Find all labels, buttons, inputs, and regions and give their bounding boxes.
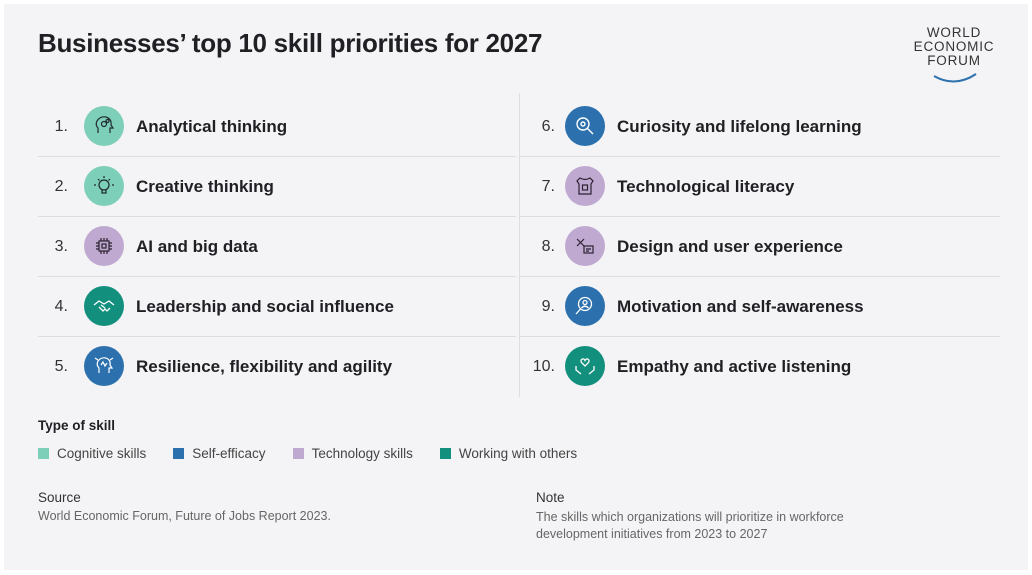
legend-label: Cognitive skills (57, 446, 147, 461)
skill-rank: 1. (54, 118, 68, 135)
skill-label: Creative thinking (136, 177, 274, 196)
skill-rank: 8. (541, 238, 555, 255)
skill-label: Empathy and active listening (617, 357, 852, 376)
logo-arc-icon (933, 73, 977, 83)
legend-label: Technology skills (311, 446, 413, 461)
chip-icon (84, 226, 124, 266)
note-title: Note (536, 490, 565, 505)
handshake-icon (84, 286, 124, 326)
skill-rank: 5. (54, 358, 68, 375)
legend-swatch (38, 448, 49, 459)
head-gears-icon (84, 106, 124, 146)
skills-list-right: 6. Curiosity and lifelong learning 7. Te… (520, 97, 1000, 397)
heart-hands-icon (565, 346, 605, 386)
skill-row: 6. Curiosity and lifelong learning (520, 97, 1000, 157)
skill-label: Motivation and self-awareness (617, 297, 864, 316)
infographic-card: Businesses’ top 10 skill priorities for … (4, 4, 1028, 570)
skill-label: Curiosity and lifelong learning (617, 117, 862, 136)
lightbulb-icon (84, 166, 124, 206)
skill-row: 3. AI and big data (38, 217, 516, 277)
legend-item-working-with-others: Working with others (439, 446, 578, 461)
wef-logo: WORLD ECONOMIC FORUM (902, 26, 1006, 86)
skill-rank: 10. (532, 358, 555, 375)
legend: Cognitive skills Self-efficacy Technolog… (38, 446, 604, 461)
legend-swatch (173, 448, 185, 459)
legend-label: Working with others (458, 446, 578, 461)
legend-item-cognitive: Cognitive skills (38, 446, 146, 461)
source-title: Source (38, 490, 81, 505)
skill-row: 4. Leadership and social influence (38, 277, 516, 337)
note-text: The skills which organizations will prio… (536, 510, 844, 541)
search-person-icon (565, 286, 605, 326)
source-text: World Economic Forum, Future of Jobs Rep… (38, 509, 331, 523)
skill-label: Technological literacy (617, 177, 795, 196)
legend-swatch (292, 448, 304, 459)
design-tools-icon (565, 226, 605, 266)
legend-title: Type of skill (38, 418, 116, 433)
skill-row: 5. Resilience, flexibility and agility (38, 337, 516, 397)
page-title: Businesses’ top 10 skill priorities for … (38, 28, 543, 58)
logo-line-1: WORLD (926, 25, 982, 40)
arrows-head-icon (84, 346, 124, 386)
logo-line-3: FORUM (927, 53, 981, 68)
skill-row: 9. Motivation and self-awareness (520, 277, 1000, 337)
skills-list-left: 1. Analytical thinking 2. Creative think… (38, 97, 516, 397)
legend-item-technology: Technology skills (292, 446, 413, 461)
skill-label: Design and user experience (617, 237, 843, 256)
legend-item-self-efficacy: Self-efficacy (173, 446, 266, 461)
skill-label: AI and big data (136, 237, 258, 256)
column-divider (519, 93, 520, 397)
skill-row: 2. Creative thinking (38, 157, 516, 217)
skill-row: 7. Technological literacy (520, 157, 1000, 217)
skill-rank: 3. (54, 238, 68, 255)
skill-row: 1. Analytical thinking (38, 97, 516, 157)
skill-row: 10. Empathy and active listening (520, 337, 1000, 397)
skill-label: Resilience, flexibility and agility (136, 357, 393, 376)
skill-label: Analytical thinking (136, 117, 288, 136)
magnifier-icon (565, 106, 605, 146)
skill-rank: 7. (541, 178, 555, 195)
shirt-chip-icon (565, 166, 605, 206)
skill-rank: 2. (54, 178, 68, 195)
skill-label: Leadership and social influence (136, 297, 394, 316)
skill-row: 8. Design and user experience (520, 217, 1000, 277)
skill-rank: 6. (541, 118, 555, 135)
skill-rank: 9. (541, 298, 555, 315)
skill-rank: 4. (54, 298, 68, 315)
logo-line-2: ECONOMIC (913, 39, 995, 54)
legend-swatch (439, 448, 451, 459)
legend-label: Self-efficacy (192, 446, 266, 461)
